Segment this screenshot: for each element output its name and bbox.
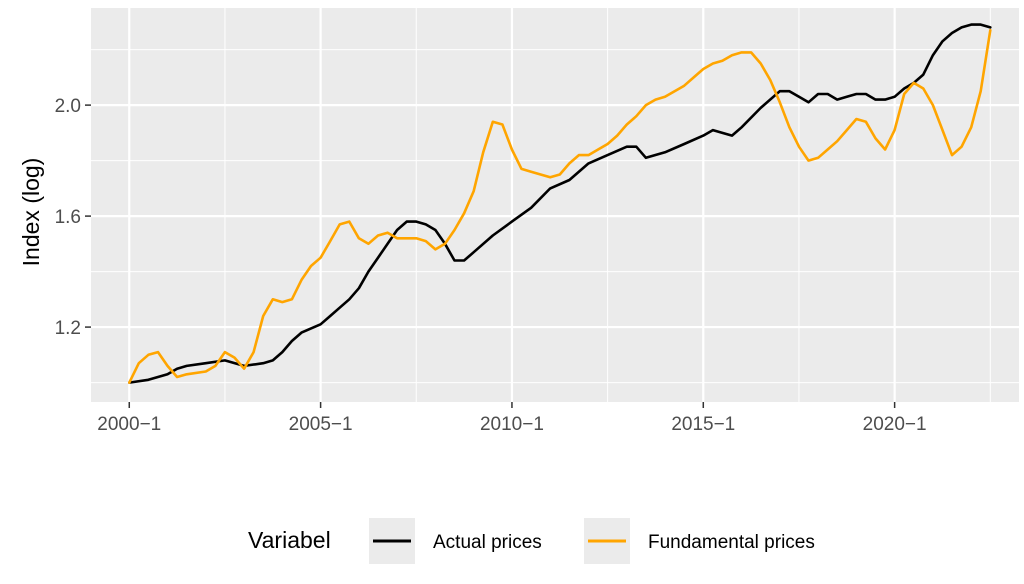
x-tick-label-2: 2010−1 <box>480 414 544 435</box>
legend-label-fundamental-prices: Fundamental prices <box>648 532 815 553</box>
series-line-actual-prices <box>128 23 992 384</box>
y-axis: 1.2 1.6 2.0 <box>55 96 91 339</box>
grid-major-lines <box>91 8 1019 402</box>
y-tick-label-1: 1.6 <box>55 207 81 228</box>
series-layer <box>128 23 992 384</box>
legend-label-actual-prices: Actual prices <box>433 532 542 553</box>
legend-item-actual-prices: Actual prices <box>369 518 542 564</box>
plot-panel <box>91 8 1019 402</box>
x-tick-label-4: 2020−1 <box>863 414 927 435</box>
legend-item-fundamental-prices: Fundamental prices <box>584 518 815 564</box>
x-tick-label-0: 2000−1 <box>97 414 161 435</box>
x-tick-label-1: 2005−1 <box>289 414 353 435</box>
legend: Variabel Actual prices Fundamental price… <box>248 518 815 564</box>
y-tick-label-2: 2.0 <box>55 96 81 117</box>
y-axis-title: Index (log) <box>18 158 44 267</box>
series-line-fundamental-prices <box>128 28 992 384</box>
y-tick-label-0: 1.2 <box>55 318 81 339</box>
x-axis: 2000−1 2005−1 2010−1 2015−1 2020−1 <box>97 402 927 435</box>
legend-title: Variabel <box>248 527 331 553</box>
x-tick-label-3: 2015−1 <box>671 414 735 435</box>
grid-minor-lines <box>91 8 1019 402</box>
